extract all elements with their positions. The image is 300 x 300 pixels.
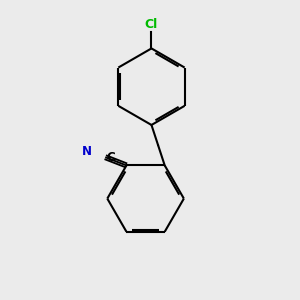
Text: N: N — [82, 146, 92, 158]
Text: Cl: Cl — [145, 18, 158, 31]
Text: C: C — [107, 151, 116, 164]
